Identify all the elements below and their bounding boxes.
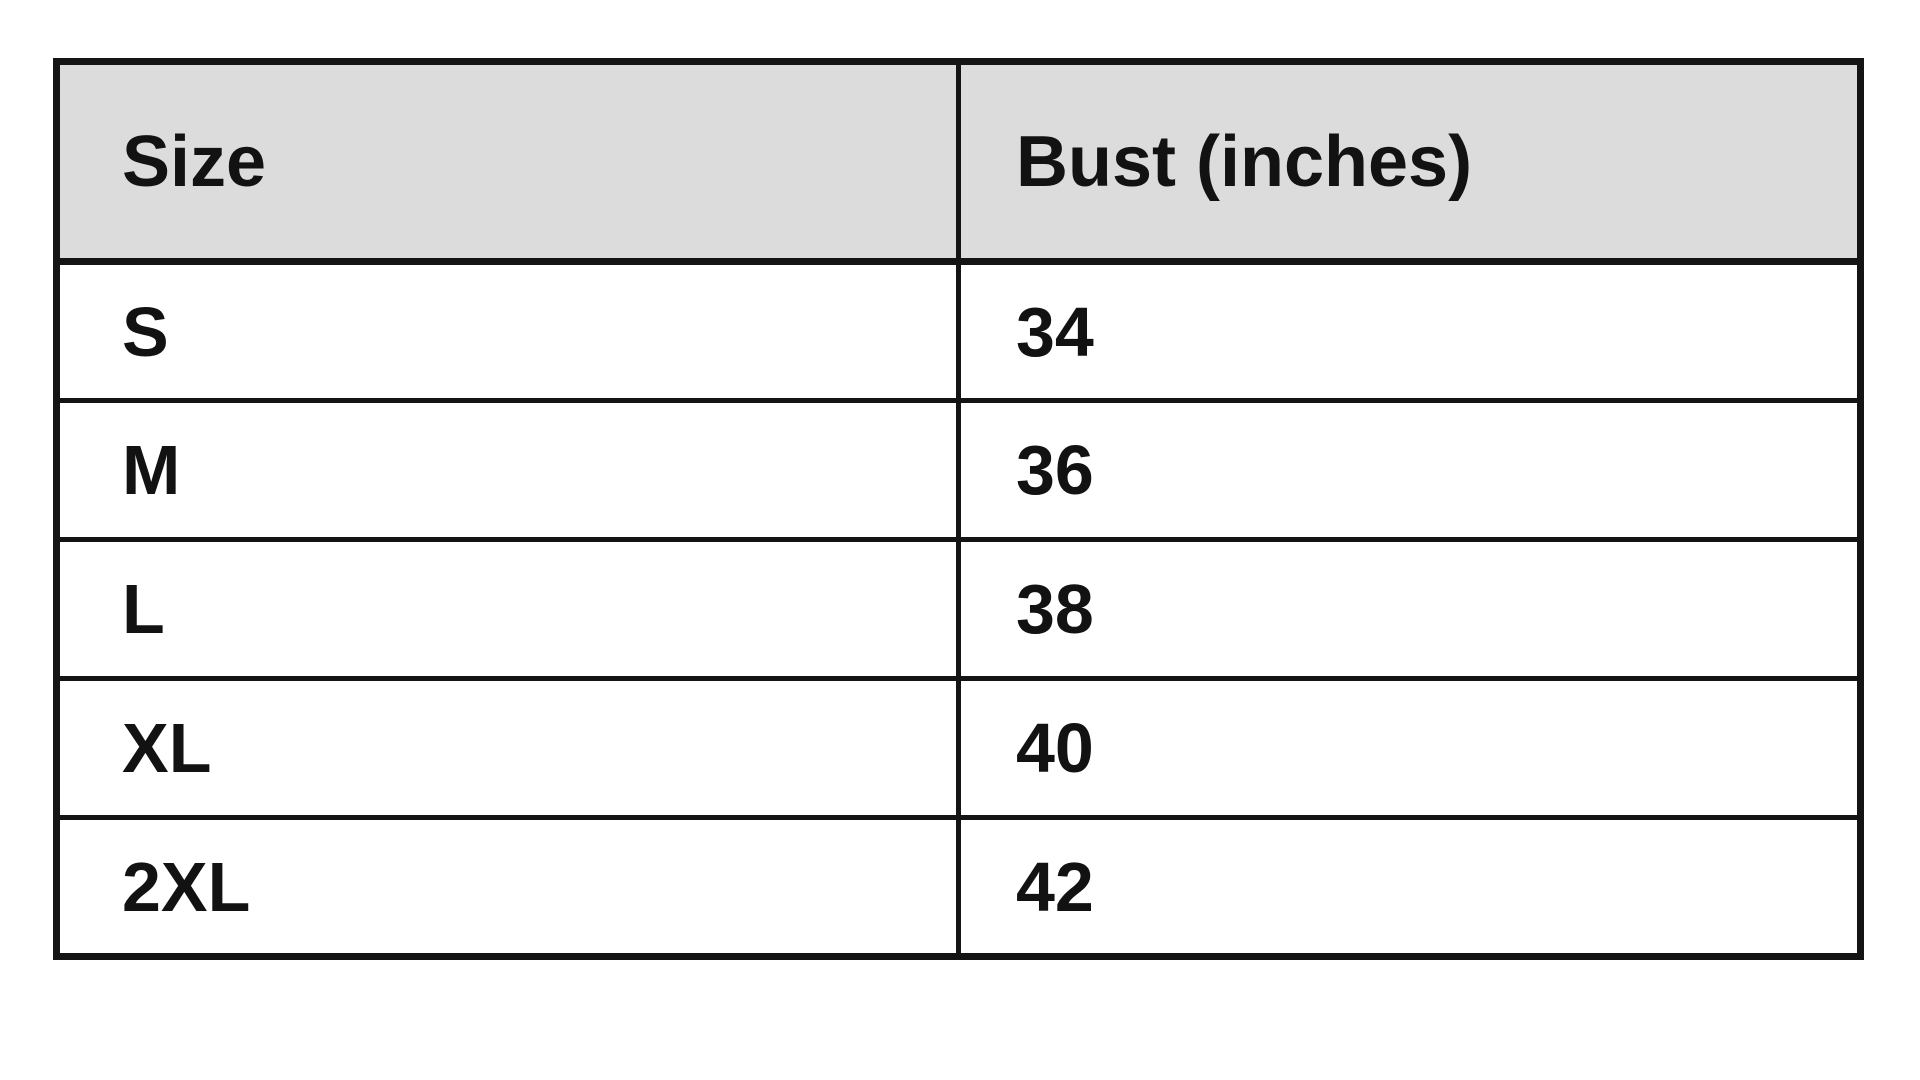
column-header-bust: Bust (inches) bbox=[956, 59, 1863, 265]
size-cell: L bbox=[54, 537, 961, 681]
table-row: L 38 bbox=[54, 537, 1863, 681]
column-header-size: Size bbox=[54, 59, 961, 265]
table-row: 2XL 42 bbox=[54, 815, 1863, 959]
size-chart-table: Size Bust (inches) S 34 M 36 L 38 XL 40 bbox=[53, 58, 1864, 960]
bust-cell: 40 bbox=[956, 676, 1863, 820]
table-header: Size Bust (inches) bbox=[54, 59, 1863, 265]
bust-cell: 34 bbox=[956, 259, 1863, 403]
table-body: S 34 M 36 L 38 XL 40 2XL 42 bbox=[54, 259, 1863, 959]
bust-cell: 38 bbox=[956, 537, 1863, 681]
size-cell: S bbox=[54, 259, 961, 403]
table-row: S 34 bbox=[54, 259, 1863, 403]
header-row: Size Bust (inches) bbox=[54, 59, 1863, 265]
size-cell: XL bbox=[54, 676, 961, 820]
table-row: XL 40 bbox=[54, 676, 1863, 820]
table-row: M 36 bbox=[54, 398, 1863, 542]
size-chart-container: Size Bust (inches) S 34 M 36 L 38 XL 40 bbox=[53, 58, 1864, 960]
bust-cell: 42 bbox=[956, 815, 1863, 959]
size-cell: 2XL bbox=[54, 815, 961, 959]
size-cell: M bbox=[54, 398, 961, 542]
bust-cell: 36 bbox=[956, 398, 1863, 542]
